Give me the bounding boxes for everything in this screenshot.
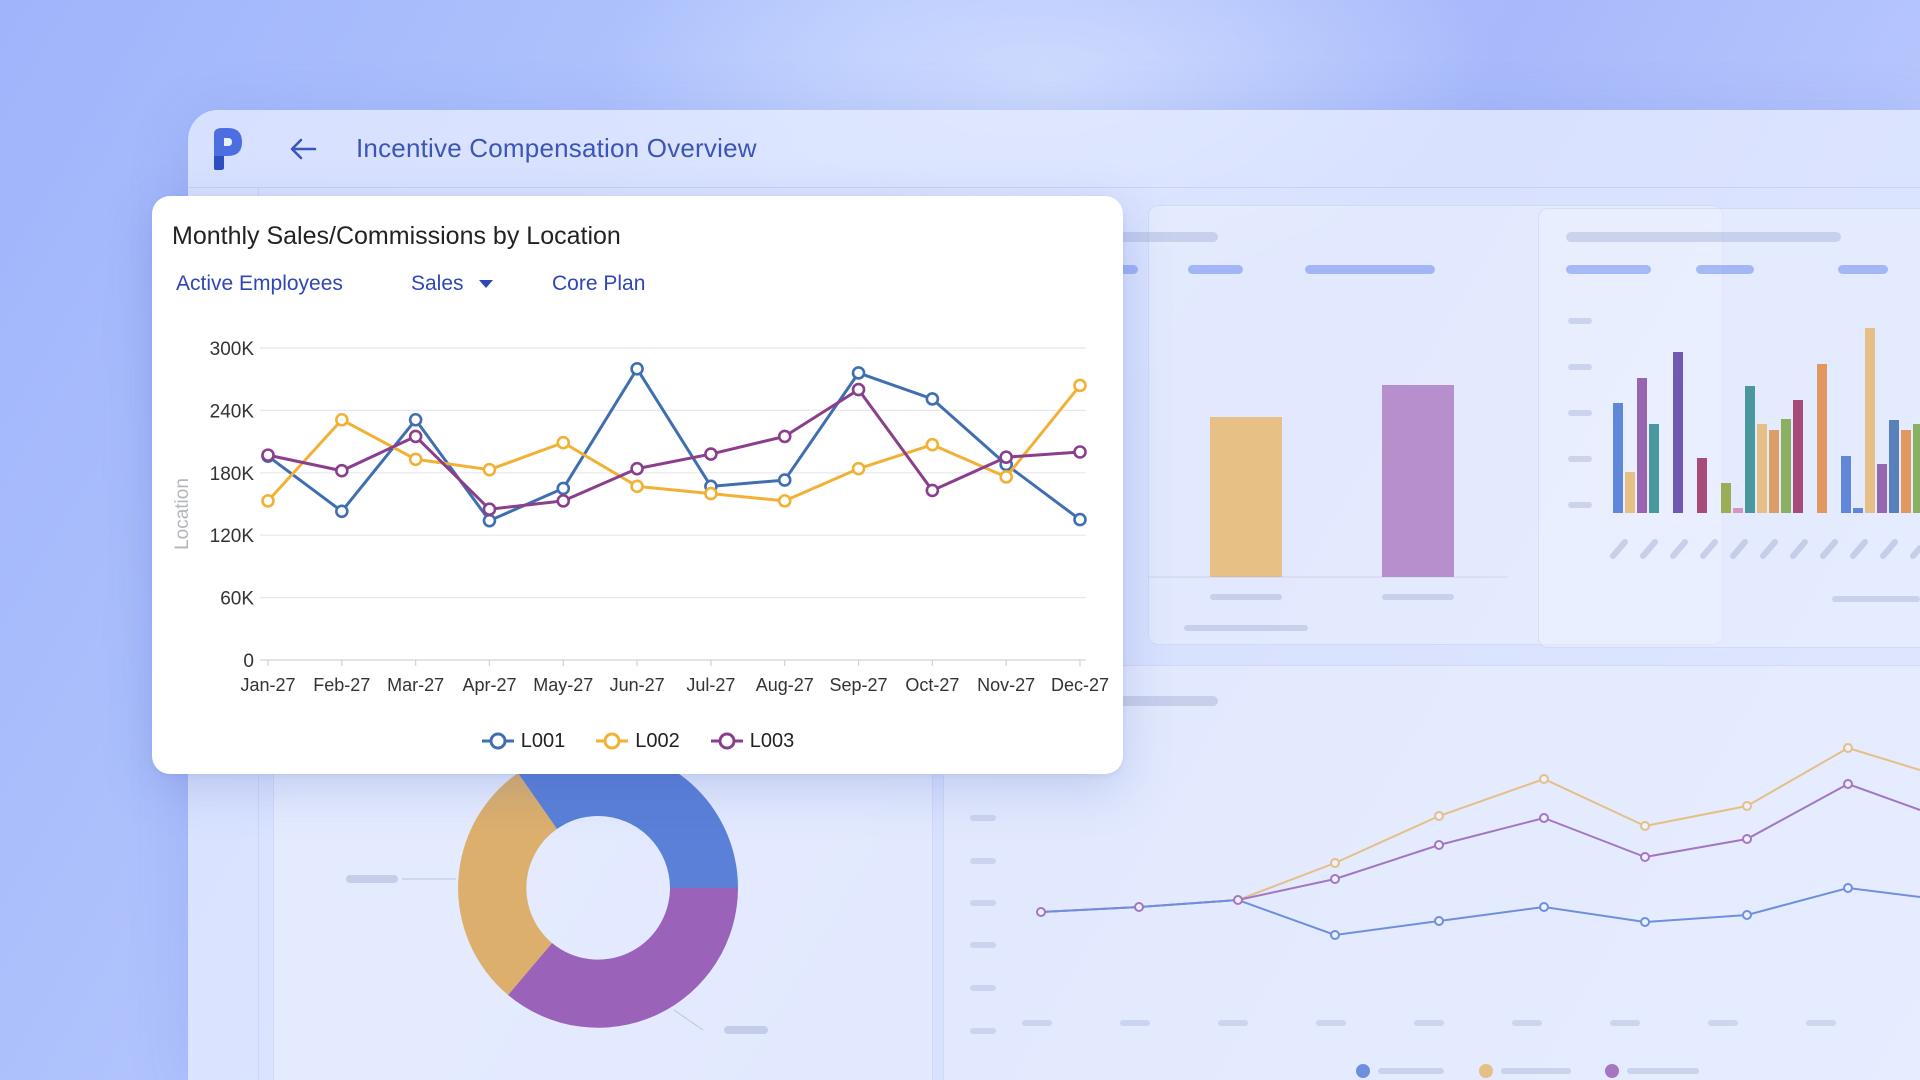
- data-point: [777, 429, 792, 444]
- y-tick-label: 120K: [210, 526, 255, 547]
- x-tick-label: Dec-27: [1051, 675, 1109, 695]
- data-point: [704, 486, 718, 501]
- filter-core-plan[interactable]: Core Plan: [552, 272, 645, 296]
- skeleton-bar: [1696, 265, 1754, 274]
- legend-label: L002: [635, 729, 680, 752]
- x-tick-label: Mar-27: [387, 675, 444, 695]
- x-tick-label: Feb-27: [313, 675, 370, 695]
- data-point: [408, 429, 423, 444]
- y-tick-label: 300K: [210, 339, 255, 360]
- data-point: [851, 382, 866, 397]
- skeleton-bar: [1566, 265, 1651, 274]
- data-point: [408, 452, 423, 467]
- data-point: [335, 412, 349, 427]
- data-point: [556, 435, 571, 450]
- x-tick-label: Apr-27: [462, 675, 516, 695]
- x-tick-label: May-27: [533, 675, 593, 695]
- chart-legend: L001 L002 L003: [152, 726, 1123, 756]
- skeleton-bar: [1188, 265, 1243, 274]
- skeleton-bar: [1305, 265, 1435, 274]
- data-point: [851, 461, 866, 476]
- skeleton-bar: [1566, 232, 1841, 242]
- back-button[interactable]: [286, 132, 320, 166]
- data-point: [925, 483, 940, 498]
- line-chart: 0 60K 120K 180K 240K 300K Location Jan-27 Feb-27…: [172, 339, 1109, 695]
- data-point: [925, 392, 940, 406]
- caret-down-icon: [479, 280, 494, 289]
- data-point: [777, 494, 792, 508]
- data-point: [630, 361, 644, 376]
- data-point: [925, 437, 940, 452]
- legend-item-l001[interactable]: L001: [481, 729, 566, 753]
- data-point: [482, 513, 497, 528]
- series-line-l003: [267, 388, 1081, 511]
- legend-label: L001: [520, 729, 566, 752]
- legend-marker-icon: [481, 732, 514, 750]
- app-header: Incentive Compensation Overview: [188, 110, 1920, 188]
- skeleton-bar: [1838, 265, 1888, 274]
- filter-sales-dropdown[interactable]: Sales: [411, 272, 495, 296]
- data-point: [335, 463, 349, 478]
- filter-label: Sales: [411, 272, 464, 295]
- data-point: [999, 450, 1013, 464]
- data-point: [556, 494, 571, 508]
- data-point: [1073, 512, 1087, 527]
- y-tick-label: 0: [243, 651, 254, 672]
- data-point: [851, 366, 866, 380]
- legend-item-l002[interactable]: L002: [595, 730, 680, 753]
- background-charts: [346, 318, 1920, 1078]
- data-point: [630, 479, 644, 494]
- series-line-l001: [267, 367, 1081, 523]
- skeleton-bar: [1108, 696, 1218, 706]
- page-title: Incentive Compensation Overview: [356, 133, 757, 163]
- data-point: [482, 502, 497, 516]
- data-point: [1073, 378, 1087, 393]
- background-multibar-panel: [1538, 208, 1920, 648]
- x-tick-label: Sep-27: [830, 675, 888, 695]
- y-tick-label: 180K: [210, 464, 255, 485]
- filter-active-employees[interactable]: Active Employees: [176, 272, 343, 296]
- data-point: [630, 461, 644, 476]
- x-tick-label: Jun-27: [610, 675, 665, 695]
- legend-item-l003[interactable]: L003: [710, 729, 795, 753]
- legend-marker-icon: [710, 732, 743, 750]
- data-point: [335, 504, 349, 519]
- y-tick-label: 240K: [210, 401, 255, 422]
- data-point: [704, 447, 718, 461]
- data-point: [556, 481, 571, 496]
- filter-label: Core Plan: [552, 272, 646, 295]
- data-point: [777, 473, 792, 487]
- data-point: [1073, 445, 1087, 459]
- x-tick-label: Jan-27: [240, 675, 295, 695]
- x-tick-label: Aug-27: [756, 675, 814, 695]
- legend-label: L003: [749, 729, 795, 752]
- y-axis-label: Location: [172, 478, 193, 550]
- p-logo-icon[interactable]: [208, 126, 244, 172]
- data-point: [408, 412, 423, 427]
- arrow-left-icon: [290, 138, 317, 160]
- x-tick-label: Nov-27: [977, 675, 1035, 695]
- data-point: [261, 448, 275, 462]
- legend-marker-icon: [596, 732, 629, 750]
- skeleton-bar: [1108, 265, 1138, 274]
- card-title: Monthly Sales/Commissions by Location: [172, 222, 621, 250]
- series-line-l002: [266, 384, 1082, 503]
- y-tick-label: 60K: [220, 589, 254, 610]
- data-point: [482, 462, 497, 477]
- sales-commissions-card: Monthly Sales/Commissions by Location Ac…: [152, 196, 1123, 774]
- skeleton-bar: [1108, 232, 1218, 242]
- x-tick-label: Jul-27: [686, 675, 735, 695]
- data-point: [261, 494, 275, 508]
- x-tick-label: Oct-27: [905, 675, 959, 695]
- filter-label: Active Employees: [176, 272, 343, 295]
- data-point: [999, 470, 1013, 484]
